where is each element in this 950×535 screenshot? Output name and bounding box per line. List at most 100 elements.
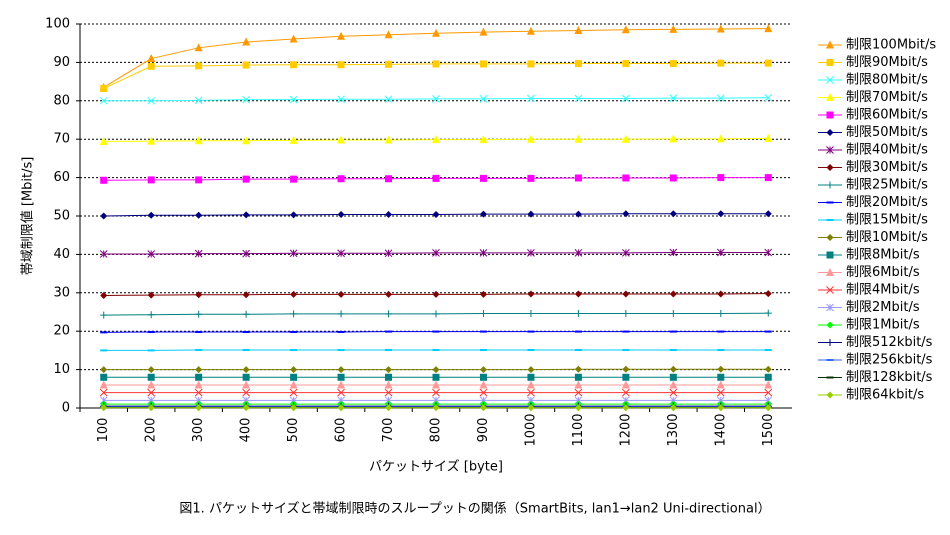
point [290, 290, 298, 298]
point [669, 60, 677, 68]
point [242, 175, 250, 183]
point [479, 366, 487, 374]
point [432, 60, 440, 68]
point [622, 210, 630, 218]
point [622, 310, 630, 318]
x-tick-label: 200 [144, 418, 159, 443]
point [574, 404, 582, 412]
point [717, 365, 725, 373]
point [479, 27, 488, 36]
point [147, 96, 156, 105]
point [385, 366, 393, 374]
point [432, 95, 440, 103]
y-tick-label: 100 [45, 17, 70, 32]
point [337, 380, 346, 389]
point [479, 210, 487, 218]
point [574, 249, 583, 257]
legend-marker [826, 251, 834, 259]
point [527, 310, 535, 318]
point [385, 290, 393, 298]
point [385, 175, 393, 183]
x-tick-label: 1300 [666, 413, 681, 446]
point [195, 211, 203, 219]
x-tick-label: 1000 [523, 413, 538, 446]
point [622, 388, 630, 397]
x-tick-label: 500 [286, 418, 301, 443]
point [669, 388, 678, 397]
point [527, 210, 535, 218]
point [621, 25, 630, 34]
legend-label: 制限2Mbit/s [846, 300, 920, 315]
point [479, 404, 487, 412]
point [764, 290, 772, 298]
point [574, 134, 583, 143]
point [432, 174, 440, 182]
point [242, 291, 250, 299]
point [195, 176, 203, 184]
point [337, 135, 346, 144]
point [574, 60, 582, 68]
point [242, 136, 251, 145]
point [479, 60, 487, 68]
legend-marker [826, 339, 834, 346]
point [100, 373, 108, 381]
point [764, 210, 772, 218]
point [384, 30, 393, 39]
point [479, 249, 488, 257]
legend-label: 制限256kbit/s [846, 353, 933, 368]
x-tick-label: 600 [334, 418, 349, 443]
x-tick-label: 400 [239, 418, 254, 443]
point [669, 24, 678, 33]
point [622, 290, 630, 298]
point [669, 310, 677, 318]
point [147, 176, 155, 184]
point [574, 26, 583, 35]
point [242, 61, 250, 69]
point [669, 373, 677, 381]
legend-marker [826, 268, 834, 276]
point [99, 137, 108, 146]
point [526, 380, 535, 389]
point [290, 310, 298, 318]
point [147, 250, 156, 258]
point [574, 365, 582, 373]
y-tick-label: 30 [53, 285, 70, 300]
legend-label: 制限70Mbit/s [846, 90, 928, 105]
x-tick-label: 100 [96, 418, 111, 443]
point [290, 175, 298, 183]
point [289, 95, 298, 104]
point [669, 380, 678, 389]
point [242, 380, 251, 389]
point [432, 366, 440, 374]
point [764, 388, 773, 397]
point [384, 135, 393, 144]
point [337, 373, 345, 381]
point [717, 290, 725, 298]
point [100, 85, 108, 93]
y-tick-label: 0 [62, 401, 70, 416]
point [574, 380, 583, 389]
point [147, 366, 155, 374]
point [764, 174, 772, 182]
point [242, 249, 250, 258]
legend-marker [826, 286, 834, 294]
point [669, 174, 677, 182]
point [764, 380, 773, 389]
point [574, 290, 582, 298]
legend-label: 制限40Mbit/s [846, 143, 928, 158]
legend-label: 制限90Mbit/s [846, 55, 928, 70]
point [764, 404, 772, 412]
legend-label: 制限80Mbit/s [846, 73, 928, 88]
legend-label: 制限15Mbit/s [846, 213, 928, 228]
legend-label: 制限50Mbit/s [846, 125, 928, 140]
point [479, 380, 488, 389]
y-tick-label: 50 [53, 209, 70, 224]
point [290, 404, 298, 412]
point [717, 59, 725, 67]
y-tick-label: 60 [53, 170, 70, 185]
point [99, 96, 108, 105]
point [147, 62, 155, 70]
point [527, 60, 535, 68]
point [527, 290, 535, 298]
point [290, 366, 298, 374]
